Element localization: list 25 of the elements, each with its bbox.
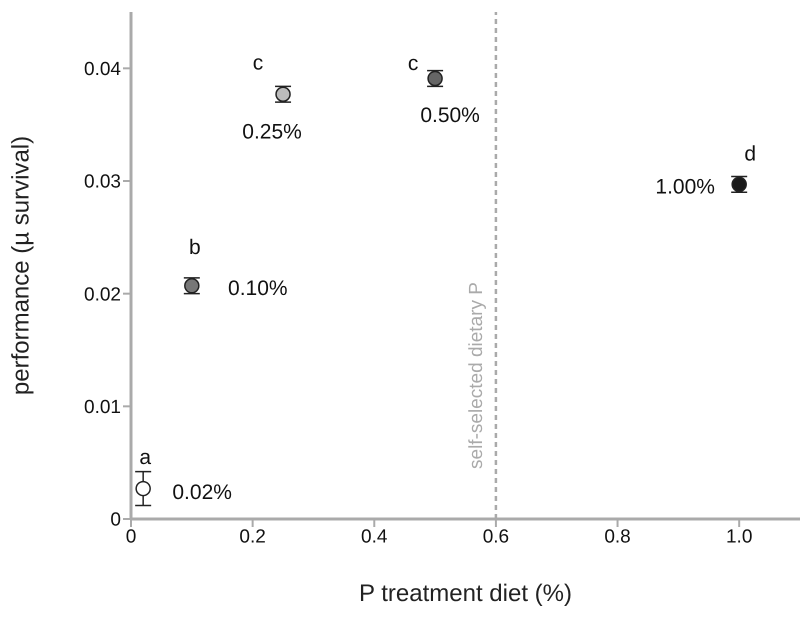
y-tick-label: 0.02	[84, 284, 121, 306]
annotation: 0.02%	[172, 480, 232, 504]
x-tick-label: 0.8	[604, 526, 631, 548]
point	[135, 480, 151, 496]
x-tick-label: 0.2	[239, 526, 266, 548]
y-tick-label: 0.03	[84, 172, 121, 193]
annotation: d	[744, 142, 756, 166]
x-axis-title: P treatment diet (%)	[359, 580, 572, 607]
x-tick-label: 0.4	[361, 526, 388, 548]
annotation: 0.50%	[420, 104, 480, 127]
x-tick-label: 0	[126, 526, 136, 548]
y-axis-title: performance (µ survival)	[8, 136, 35, 396]
annotation: c	[408, 52, 418, 75]
annotation: c	[252, 52, 264, 75]
annotation: b	[188, 236, 201, 260]
x-tick-label: 0.6	[482, 526, 510, 548]
y-tick-label: 0	[110, 510, 121, 531]
annotation: a	[139, 446, 152, 469]
ref-line-label: self-selected dietary P	[466, 282, 487, 469]
x-tick-label: 1.0	[726, 526, 752, 548]
annotation: 0.10%	[228, 277, 288, 300]
annotation: 0.25%	[242, 120, 302, 144]
y-tick-label: 0.01	[84, 397, 121, 418]
y-tick-label: 0.04	[84, 59, 122, 80]
annotation: 1.00%	[655, 176, 715, 199]
